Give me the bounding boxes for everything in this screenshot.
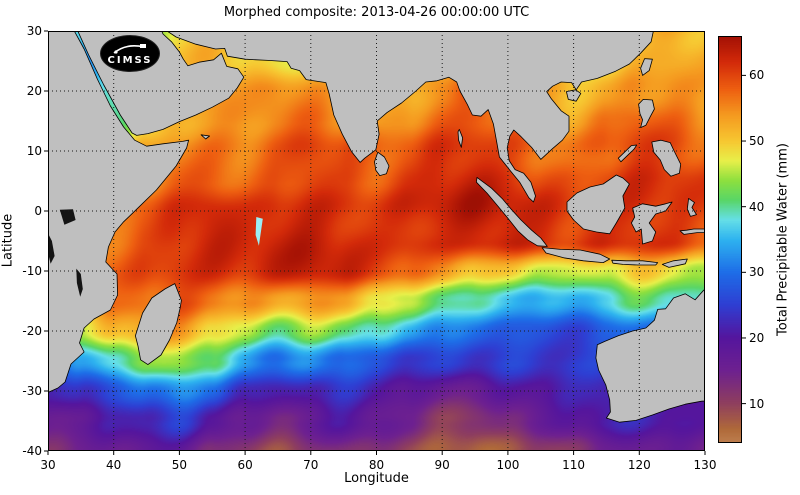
x-axis-label: Longitude [344,471,409,486]
x-tick-label: 50 [171,458,188,472]
y-tick-label: 0 [34,204,42,218]
figure-title: Morphed composite: 2013-04-26 00:00:00 U… [223,5,530,20]
y-tick-label: -20 [22,324,42,338]
colorbar-gradient [718,36,742,443]
x-tick-label: 130 [693,458,717,472]
y-tick-label: -40 [22,444,42,458]
colorbar-tick-label: 60 [749,68,765,83]
tpw-heatmap [48,31,705,451]
colorbar-tick-label: 30 [749,265,765,280]
x-tick-label: 120 [627,458,651,472]
y-tick-label: -30 [22,384,42,398]
x-tick-label: 100 [496,458,520,472]
colorbar-label: Total Precipitable Water (mm) [775,143,791,336]
x-tick-label: 60 [237,458,253,472]
colorbar-tick-label: 20 [749,330,765,345]
y-tick-label: 20 [26,84,42,98]
x-tick-label: 80 [368,458,385,472]
x-tick-label: 110 [562,458,586,472]
y-axis-label: Latitude [0,213,16,268]
y-tick-label: -10 [22,264,42,278]
x-tick-label: 90 [434,458,450,472]
colorbar-tick-label: 50 [749,134,765,149]
x-tick-label: 40 [106,458,122,472]
cimss-logo: CIMSS [100,35,160,72]
cimss-logo-text: CIMSS [107,55,153,66]
x-tick-label: 30 [40,458,56,472]
satellite-icon [113,44,146,54]
y-tick-label: 10 [26,144,42,158]
y-tick-label: 30 [26,24,42,38]
colorbar-tick-label: 10 [749,396,765,411]
x-tick-label: 70 [303,458,319,472]
colorbar-tick-label: 40 [749,199,765,214]
